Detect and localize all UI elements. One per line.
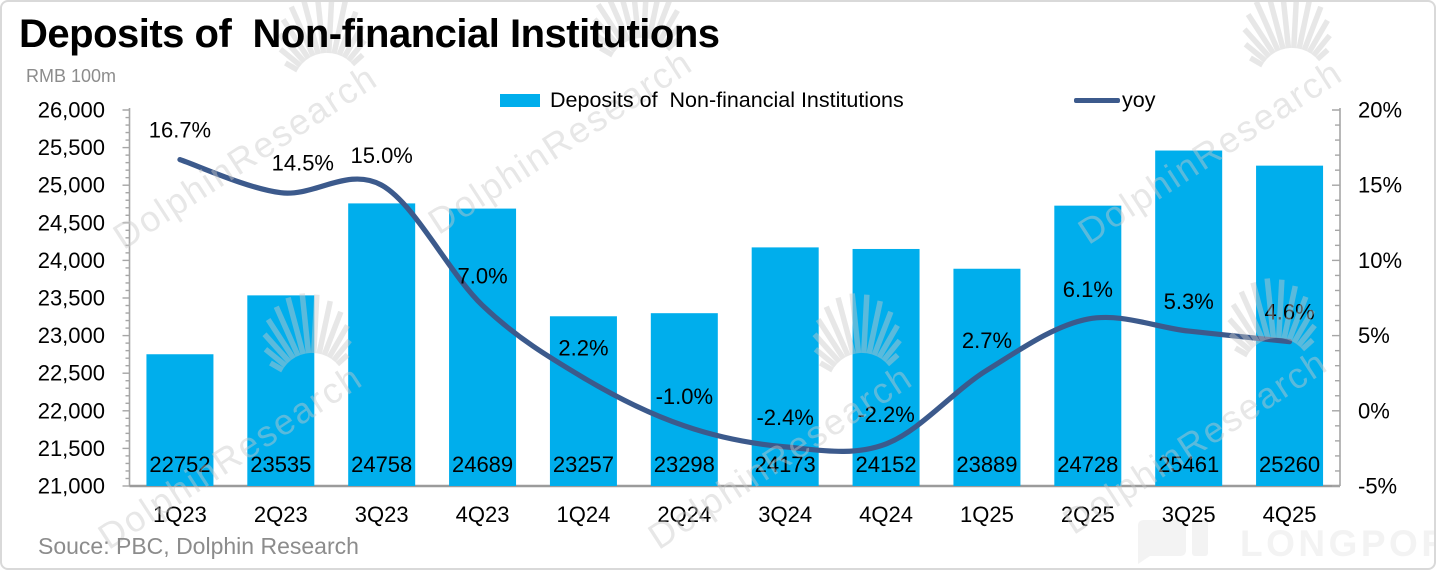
right-axis-tick-label: 10% [1358, 248, 1402, 273]
deposit-bars: 22752 23535 24758 24689 23257 23298 24173 24152… [146, 150, 1324, 486]
x-axis-category-labels: 1Q23 2Q23 3Q23 4Q23 1Q24 2Q24 3Q24 4Q24 1Q25 2Q25… [153, 502, 1316, 527]
x-tick-label: 4Q25 [1263, 502, 1317, 527]
x-tick-label: 3Q24 [758, 502, 812, 527]
yoy-value-label: 14.5% [272, 151, 334, 176]
left-axis-unit-label: RMB 100m [26, 66, 117, 86]
yoy-value-label: 6.1% [1063, 277, 1113, 302]
bar-2Q23 [247, 295, 315, 486]
yoy-value-label: 4.6% [1264, 300, 1314, 325]
left-axis-tick-label: 25,000 [38, 173, 105, 198]
longport-logo: LONGPORT [1138, 520, 1436, 564]
bar-value-label: 24689 [452, 452, 513, 477]
longport-bubble-icon [1138, 520, 1186, 564]
x-tick-label: 2Q25 [1061, 502, 1115, 527]
longport-wordmark: LONGPORT [1240, 523, 1436, 564]
bar-value-label: 24152 [855, 452, 916, 477]
bar-value-label: 25260 [1259, 452, 1320, 477]
yoy-value-label: -2.4% [756, 405, 813, 430]
source-note: Souce: PBC, Dolphin Research [38, 533, 359, 559]
yoy-value-label: 16.7% [149, 118, 211, 143]
right-axis-tick-label: 20% [1358, 98, 1402, 123]
svg-text:DolphinResearch: DolphinResearch [421, 41, 700, 242]
bar-2Q24 [650, 313, 718, 486]
right-axis-tick-label: 0% [1358, 398, 1390, 423]
left-axis-tick-label: 23,500 [38, 286, 105, 311]
x-tick-label: 1Q25 [960, 502, 1014, 527]
bar-1Q23 [146, 354, 214, 486]
bar-2Q25 [1054, 205, 1122, 486]
legend-line-swatch-icon [1074, 97, 1120, 103]
left-axis-tick-label: 22,000 [38, 398, 105, 423]
x-tick-label: 3Q23 [355, 502, 409, 527]
left-axis-tick-label: 21,500 [38, 436, 105, 461]
left-axis-tick-label: 23,000 [38, 323, 105, 348]
axis-ticks [122, 109, 1340, 487]
x-tick-label: 1Q23 [153, 502, 207, 527]
bar-value-label: 25461 [1158, 452, 1219, 477]
left-axis-tick-label: 24,500 [38, 210, 105, 235]
right-axis-tick-labels: 20% 15% 10% 5% 0% -5% [1358, 98, 1402, 499]
legend-bar-swatch-icon [500, 93, 540, 107]
right-axis-tick-label: -5% [1358, 474, 1397, 499]
x-tick-label: 2Q23 [254, 502, 308, 527]
svg-text:DolphinResearch: DolphinResearch [106, 56, 385, 257]
yoy-point-labels: 16.7% 14.5% 15.0% 7.0% 2.2% -1.0% -2.4% -2.2% 2.… [149, 118, 1315, 430]
yoy-value-label: 2.2% [558, 336, 608, 361]
left-axis-tick-label: 21,000 [38, 474, 105, 499]
yoy-value-label: 7.0% [457, 264, 507, 289]
bar-1Q24 [549, 316, 617, 486]
x-tick-label: 4Q24 [859, 502, 913, 527]
left-axis-tick-label: 24,000 [38, 248, 105, 273]
bar-value-label: 23889 [956, 452, 1017, 477]
left-axis-tick-label: 26,000 [38, 98, 105, 123]
x-tick-label: 4Q23 [456, 502, 510, 527]
bar-4Q25 [1256, 165, 1324, 486]
bar-value-label: 22752 [149, 452, 210, 477]
x-tick-label: 1Q24 [557, 502, 611, 527]
bar-3Q23 [348, 203, 416, 486]
left-axis-tick-label: 25,500 [38, 135, 105, 160]
bar-1Q25 [953, 268, 1021, 486]
bar-4Q23 [449, 208, 517, 486]
chart-title: Deposits of Non-financial Institutions [19, 12, 720, 56]
bar-value-label: 24758 [351, 452, 412, 477]
yoy-value-label: 5.3% [1164, 289, 1214, 314]
left-axis-tick-labels: 26,000 25,500 25,000 24,500 24,000 23,500 23,0… [38, 98, 105, 499]
bar-3Q25 [1155, 150, 1223, 486]
legend-item-deposits: Deposits of Non-financial Institutions [500, 86, 904, 114]
yoy-line [177, 157, 1293, 454]
x-tick-label: 3Q25 [1162, 502, 1216, 527]
yoy-value-label: -1.0% [656, 384, 713, 409]
bar-value-label: 24173 [755, 452, 816, 477]
legend-item-yoy: yoy [1074, 86, 1155, 114]
right-axis-tick-label: 5% [1358, 323, 1390, 348]
right-axis-tick-label: 15% [1358, 173, 1402, 198]
bar-value-label: 23257 [553, 452, 614, 477]
x-tick-label: 2Q24 [657, 502, 711, 527]
yoy-value-label: -2.2% [857, 402, 914, 427]
longport-bar-icon [1192, 520, 1208, 556]
svg-text:DolphinResearch: DolphinResearch [91, 356, 370, 557]
yoy-value-label: 15.0% [350, 143, 412, 168]
bar-value-label: 23535 [250, 452, 311, 477]
left-axis-tick-label: 22,500 [38, 361, 105, 386]
yoy-value-label: 2.7% [962, 328, 1012, 353]
bar-value-label: 23298 [654, 452, 715, 477]
legend-line-label: yoy [1122, 87, 1156, 112]
legend-bar-label: Deposits of Non-financial Institutions [550, 87, 904, 112]
bar-value-label: 24728 [1057, 452, 1118, 477]
